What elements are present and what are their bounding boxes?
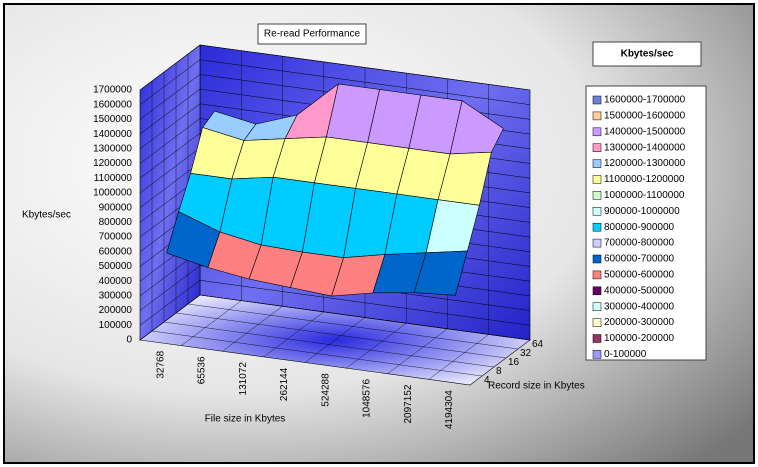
z-tick-label: 300000 (99, 291, 133, 302)
legend-label: 200000-300000 (604, 317, 675, 328)
surface-cell (413, 250, 468, 296)
z-tick-label: 1700000 (93, 85, 132, 96)
legend-swatch (592, 143, 602, 152)
legend-label: 1000000-1100000 (604, 190, 685, 201)
y-axis-label: Record size in Kbytes (488, 381, 585, 392)
plot-area (139, 44, 531, 386)
z-tick-label: 400000 (99, 276, 133, 287)
z-tick-label: 100000 (99, 320, 133, 331)
floor-grid (187, 303, 519, 350)
x-tick-label: 262144 (279, 367, 290, 401)
z-tick-label: 800000 (99, 217, 133, 228)
legend-swatch (592, 318, 602, 327)
legend-swatch (592, 350, 602, 359)
y-tick-label: 4 (484, 375, 490, 386)
grid-line (139, 44, 531, 91)
z-tick-label: 1300000 (93, 143, 132, 154)
legend-label: 100000-200000 (604, 333, 675, 344)
legend-swatch (592, 302, 602, 311)
grid-line (139, 265, 531, 311)
legend-label: 800000-900000 (604, 222, 675, 233)
legend-label: 900000-1000000 (604, 206, 680, 217)
z-tick-label: 900000 (99, 202, 133, 213)
legend-label: 1500000-1600000 (604, 111, 686, 122)
x-tick-label: 65536 (197, 356, 208, 384)
floor-grid (387, 328, 448, 374)
legend-swatch (592, 159, 602, 168)
legend-swatch (592, 207, 602, 216)
legend-swatch (592, 191, 602, 200)
floor-grid (346, 322, 407, 369)
y-tick-label: 32 (520, 348, 532, 359)
floor-grid (263, 311, 324, 358)
x-axis-label: File size in Kbytes (205, 414, 286, 425)
x-tick-label: 131072 (238, 362, 249, 396)
legend-swatch (592, 127, 602, 137)
z-tick-label: 1400000 (93, 129, 132, 140)
chart-title: Re-read Performance (264, 29, 361, 40)
z-tick-label: 1600000 (93, 99, 132, 110)
legend-swatch (592, 95, 602, 105)
legend-label: 700000-800000 (604, 238, 675, 249)
y-tick-label: 16 (508, 357, 520, 368)
floor-grid (428, 334, 489, 380)
x-tick-label: 1048576 (362, 379, 373, 418)
legend-label: 1600000-1700000 (604, 95, 686, 106)
floor-grid (175, 312, 507, 359)
legend-swatch (592, 334, 602, 343)
legend-swatch (592, 238, 602, 248)
legend-label: 0-100000 (604, 349, 647, 360)
z-tick-label: 1100000 (94, 173, 133, 184)
grid-line (139, 280, 531, 326)
legend-label: 1400000-1500000 (604, 126, 686, 137)
legend-swatch (592, 286, 602, 296)
legend-label: 1200000-1300000 (604, 158, 686, 169)
legend-label: 600000-700000 (604, 254, 675, 265)
legend-label: 300000-400000 (604, 301, 675, 312)
legend (585, 85, 707, 361)
z-tick-label: 1000000 (93, 188, 132, 199)
x-tick-label: 4194304 (444, 390, 455, 429)
z-tick-label: 0 (126, 335, 132, 346)
legend-swatch (592, 222, 602, 232)
z-tick-label: 500000 (99, 261, 133, 272)
legend-swatch (592, 175, 602, 184)
floor-grid (163, 321, 495, 368)
z-tick-label: 600000 (99, 246, 133, 257)
legend-label: 1100000-1200000 (604, 174, 685, 185)
z-tick-label: 1500000 (93, 114, 132, 125)
grid-line (139, 59, 531, 105)
legend-title: Kbytes/sec (621, 49, 674, 60)
z-axis-label: Kbytes/sec (22, 210, 71, 221)
legend-label: 400000-500000 (604, 285, 675, 296)
floor-grid (151, 330, 483, 377)
legend-label: 1300000-1400000 (604, 142, 686, 153)
legend-swatch (592, 254, 602, 264)
x-tick-label: 524288 (320, 373, 331, 407)
legend-title-box (592, 41, 702, 67)
x-tick-label: 2097152 (403, 384, 414, 423)
floor-grid (222, 306, 283, 352)
y-tick-label: 64 (532, 339, 544, 350)
x-tick-label: 32768 (155, 350, 166, 378)
legend-swatch (592, 270, 602, 280)
floor-grid (181, 300, 242, 346)
y-tick-label: 8 (496, 366, 502, 377)
legend-swatch (592, 111, 602, 121)
floor-grid (304, 317, 366, 363)
z-tick-label: 1200000 (93, 158, 132, 169)
title-box (257, 23, 367, 45)
z-tick-label: 700000 (99, 232, 133, 243)
legend-label: 500000-600000 (604, 270, 675, 281)
grid-line (139, 294, 531, 341)
z-tick-label: 200000 (99, 305, 133, 316)
